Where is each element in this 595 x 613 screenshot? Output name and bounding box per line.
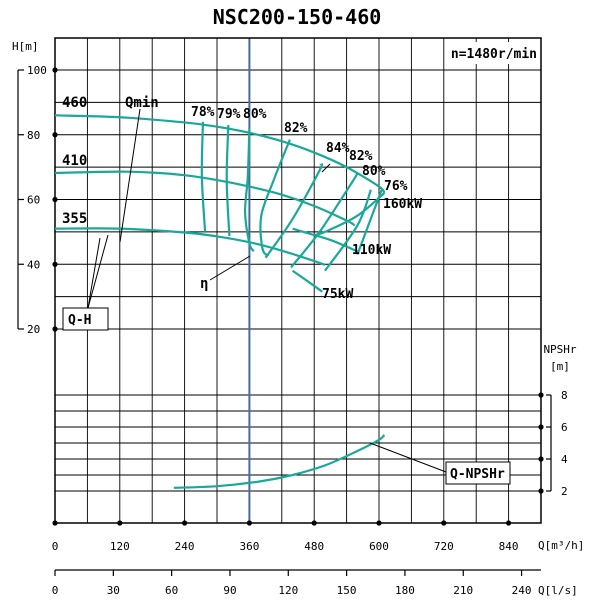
head-axis-label: H[m] [12, 40, 39, 53]
x-axis-tick-dot [376, 520, 382, 526]
efficiency-curve-label: 80% [362, 164, 386, 179]
x-axis-tick-label-ls: 60 [165, 584, 178, 597]
x-axis-tick-label-m3h: 480 [304, 540, 324, 553]
npsh-axis-tick-label: 8 [561, 389, 568, 402]
npsh-axis-tick-dot [538, 424, 544, 430]
x-axis-tick-label-ls: 0 [52, 584, 59, 597]
efficiency-curve [290, 173, 359, 269]
speed-note-box [446, 42, 538, 64]
head-curve-label: 410 [62, 153, 87, 169]
qmin-label: Qmin [125, 95, 159, 111]
leader-line [209, 255, 251, 281]
power-curve-label: 110kW [352, 243, 391, 258]
efficiency-curve-label: 84% [326, 141, 350, 156]
x-axis-tick-label-m3h: 720 [434, 540, 454, 553]
npsh-axis-tick-dot [538, 456, 544, 462]
head-axis-tick-label: 80 [27, 129, 40, 142]
flow-axis-unit-ls: Q[l/s] [538, 584, 578, 597]
efficiency-label: η [200, 276, 208, 292]
head-curve-label: 355 [62, 211, 87, 227]
x-axis-tick-label-m3h: 600 [369, 540, 389, 553]
npsh-axis-tick-dot [538, 488, 544, 494]
efficiency-curve [200, 121, 207, 232]
x-axis-tick-dot [311, 520, 317, 526]
efficiency-curve [225, 125, 231, 237]
x-axis-tick-label-ls: 30 [107, 584, 120, 597]
x-axis-tick-label-ls: 90 [223, 584, 236, 597]
plot-frame [54, 37, 542, 524]
npsh-curve-label: Q-NPSHr [450, 467, 505, 482]
leader-line [87, 237, 101, 309]
head-axis-tick-dot [52, 261, 58, 267]
x-axis-tick-label-ls: 180 [395, 584, 415, 597]
head-axis-tick-dot [52, 132, 58, 138]
head-axis-tick-label: 40 [27, 258, 40, 271]
x-axis-tick-label-ls: 240 [512, 584, 532, 597]
curves-layer [54, 114, 386, 489]
leader-line [119, 108, 141, 243]
efficiency-curve-label: 82% [284, 121, 308, 136]
x-axis-tick-label-ls: 210 [453, 584, 473, 597]
x-axis-tick-dot [117, 520, 123, 526]
x-axis-tick-label-ls: 120 [278, 584, 298, 597]
efficiency-curve [243, 128, 255, 252]
efficiency-curve-label: 80% [243, 107, 267, 122]
efficiency-curve [356, 189, 383, 255]
head-axis-tick-dot [52, 196, 58, 203]
efficiency-curve-label: 79% [217, 107, 241, 122]
speed-note: n=1480r/min [451, 47, 537, 62]
npsh-axis-label-line1: NPSHr [543, 343, 576, 356]
x-axis-tick-label-m3h: 360 [239, 540, 259, 553]
power-curve-label: 160kW [383, 197, 422, 212]
efficiency-curve-label: 76% [384, 179, 408, 194]
head-axis-tick-dot [52, 326, 58, 332]
x-axis-tick-label-ls: 150 [337, 584, 357, 597]
npsh-axis-tick-label: 6 [561, 421, 568, 434]
flow-axis-unit-m3h: Q[m³/h] [538, 539, 584, 552]
npsh-curve [173, 434, 386, 489]
x-axis-tick-label-m3h: 0 [52, 540, 59, 553]
head-axis-tick-label: 100 [27, 64, 47, 77]
head-curve [54, 227, 326, 266]
power-curve [313, 192, 386, 237]
npsh-axis-label-line2: [m] [550, 360, 570, 373]
efficiency-curve [259, 139, 291, 257]
npsh-axis-tick-label: 4 [561, 453, 568, 466]
efficiency-curve [264, 162, 324, 259]
x-axis-tick-dot [182, 520, 188, 526]
efficiency-curve-label: 78% [191, 105, 215, 120]
x-axis-tick-label-m3h: 840 [499, 540, 519, 553]
head-curve-label: 460 [62, 95, 87, 111]
qh-label-box [62, 307, 109, 331]
leader-line [369, 442, 447, 473]
npsh-axis-tick-dot [538, 392, 544, 398]
x-axis-tick-dot [441, 520, 447, 526]
x-axis-tick-dot [506, 520, 512, 526]
x-axis-tick-label-m3h: 120 [110, 540, 130, 553]
power-curve [291, 269, 323, 293]
head-axis-tick-label: 20 [27, 323, 40, 336]
power-curve-label: 75kW [322, 287, 353, 302]
efficiency-curve [324, 189, 372, 272]
leader-line [87, 234, 109, 309]
leader-line [321, 163, 331, 173]
power-curve [292, 227, 358, 253]
efficiency-curve-label: 82% [349, 149, 373, 164]
head-axis-tick-dot [52, 67, 58, 73]
head-curve [54, 114, 386, 194]
x-axis-tick-dot [246, 520, 252, 526]
x-axis-tick-label-m3h: 240 [175, 540, 195, 553]
head-axis-tick-label: 60 [27, 194, 40, 207]
chart-title: NSC200-150-460 [213, 5, 382, 29]
qh-label: Q-H [68, 313, 91, 328]
x-axis-tick-dot [52, 520, 58, 526]
npsh-axis-tick-label: 2 [561, 485, 568, 498]
npsh-label-box [445, 461, 511, 485]
